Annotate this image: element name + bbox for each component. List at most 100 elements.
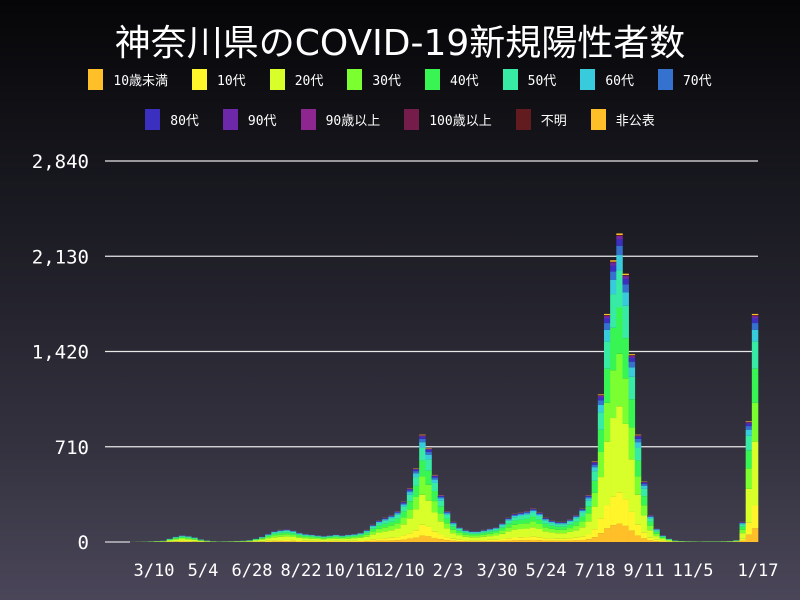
bar-segment [573, 516, 580, 518]
bar-segment [554, 529, 562, 534]
legend-item: 80代 [145, 109, 199, 130]
bar-segment [351, 535, 358, 538]
bar-segment [259, 541, 266, 542]
bar-segment [542, 540, 549, 542]
bar-segment [751, 323, 759, 330]
bar-segment [431, 479, 438, 483]
bar-segment [172, 537, 180, 539]
bar-segment [339, 536, 346, 537]
bar-segment [665, 539, 673, 540]
bar-segment [739, 523, 746, 525]
bar-segment [622, 275, 629, 277]
bar-segment [493, 541, 500, 542]
bar-segment [591, 506, 599, 530]
bar-segment [363, 532, 371, 535]
bar-segment [554, 524, 562, 527]
legend-item: 70代 [657, 69, 712, 90]
bar-segment [259, 539, 266, 542]
bar-segment [480, 536, 488, 541]
bar-segment [511, 514, 519, 516]
x-tick-label: 7/18 [574, 561, 615, 581]
bar-segment [622, 275, 629, 276]
bar-segment [622, 338, 629, 379]
bar-segment [376, 521, 383, 523]
legend-label: 90代 [247, 114, 277, 129]
bar-segment [622, 378, 629, 424]
bar-segment [622, 292, 629, 306]
bar-segment [431, 501, 438, 513]
legend-item: 60代 [580, 69, 634, 90]
bar-segment [456, 528, 463, 530]
bar-segment [591, 492, 599, 507]
bar-segment [567, 531, 574, 539]
bar-segment [345, 540, 352, 542]
bar-segment [369, 539, 377, 541]
bar-segment [665, 539, 673, 541]
bar-segment [172, 538, 180, 540]
bar-segment [369, 525, 377, 527]
bar-segment [185, 541, 192, 542]
bar-segment [357, 540, 365, 542]
bar-segment [456, 532, 463, 536]
bar-segment [474, 540, 482, 542]
bar-segment [382, 531, 389, 539]
bar-segment [388, 521, 395, 526]
bar-segment [351, 534, 358, 536]
bar-segment [603, 329, 611, 342]
bar-segment [289, 541, 297, 542]
bar-segment [449, 533, 457, 539]
bar-segment [603, 402, 611, 442]
bar-segment [560, 538, 568, 541]
bar-segment [363, 540, 371, 542]
bar-segment [474, 533, 482, 536]
bar-segment [351, 540, 358, 542]
bar-segment [579, 521, 586, 528]
legend-item: 20代 [269, 69, 323, 90]
bar-segment [339, 536, 346, 538]
bar-segment [647, 537, 654, 541]
legend-swatch [515, 109, 531, 130]
bar-segment [523, 528, 531, 538]
bar-segment [610, 279, 617, 295]
bar-segment [252, 540, 260, 542]
bar-segment [542, 538, 549, 541]
bar-segment [369, 540, 377, 542]
bar-segment [449, 540, 457, 542]
bar-segment [419, 494, 426, 525]
bar-segment [394, 540, 401, 542]
legend-swatch [404, 109, 420, 130]
bar-segment [536, 537, 543, 541]
bar-segment [499, 533, 506, 539]
bar-segment [597, 397, 605, 401]
legend-item: 90代 [222, 109, 277, 130]
bar-segment [751, 505, 759, 529]
bar-segment [640, 484, 648, 486]
bar-segment [406, 518, 414, 534]
bar-segment [302, 540, 309, 542]
bar-segment [530, 527, 537, 537]
bar-segment [616, 270, 623, 308]
bar-segment [394, 537, 401, 541]
bar-segment [480, 530, 488, 532]
bar-segment [591, 471, 599, 481]
bar-segment [634, 524, 642, 536]
bar-segment [474, 541, 482, 542]
bar-segment [647, 521, 654, 526]
bar-segment [505, 538, 512, 541]
bar-segment [499, 527, 506, 531]
bar-segment [530, 536, 537, 540]
bar-segment [271, 532, 278, 534]
bar-segment [431, 476, 438, 478]
bar-segment [628, 356, 636, 358]
bar-segment [616, 353, 623, 407]
bar-segment [647, 515, 654, 517]
bar-segment [554, 523, 562, 525]
bar-segment [369, 528, 377, 532]
legend-label: 80代 [170, 114, 199, 129]
bar-segment [628, 367, 636, 377]
bar-segment [172, 541, 180, 542]
bar-segment [745, 450, 753, 469]
bar-segment [486, 531, 494, 534]
bar-segment [308, 537, 315, 539]
bar-segment [400, 524, 408, 536]
